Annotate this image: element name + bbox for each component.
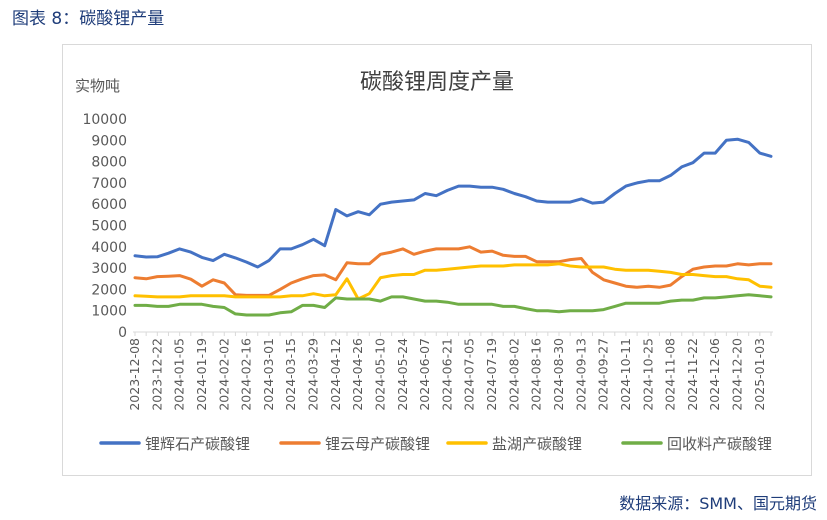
x-tick-label: 2024-01-19 [194, 338, 209, 411]
legend-label: 锂云母产碳酸锂 [325, 435, 430, 453]
x-tick-label: 2024-08-16 [529, 338, 544, 411]
y-tick-label: 9000 [91, 133, 127, 149]
y-tick-label: 10000 [82, 112, 127, 128]
x-tick-label: 2024-08-02 [506, 338, 521, 411]
x-tick-label: 2024-07-05 [462, 338, 477, 411]
x-tick-label: 2024-05-10 [372, 338, 387, 411]
x-tick-label: 2023-12-22 [149, 338, 164, 411]
x-tick-label: 2024-09-27 [596, 338, 611, 411]
y-tick-label: 3000 [91, 261, 127, 277]
x-tick-label: 2024-08-30 [551, 338, 566, 411]
x-tick-label: 2024-11-08 [663, 338, 678, 411]
x-tick-label: 2024-07-19 [484, 338, 499, 411]
x-tick-label: 2024-06-21 [439, 338, 454, 411]
y-tick-label: 4000 [91, 240, 127, 256]
legend: 锂辉石产碳酸锂 锂云母产碳酸锂 盐湖产碳酸锂 回收料产碳酸锂 [99, 435, 772, 453]
x-tick-label: 2024-02-02 [216, 338, 231, 411]
y-tick-label: 0 [118, 325, 127, 341]
y-tick-label: 2000 [91, 282, 127, 298]
x-tick-label: 2024-02-16 [239, 338, 254, 411]
x-tick-label: 2024-10-11 [618, 338, 633, 411]
chart-frame: 碳酸锂周度产量 实物吨 0 1000 2000 3000 4000 5000 6000 700… [62, 44, 812, 476]
series-line-3 [133, 262, 773, 301]
series-line-1 [133, 137, 773, 269]
x-tick-label: 2024-03-29 [306, 338, 321, 411]
x-tick-label: 2024-01-05 [172, 338, 187, 411]
x-tick-label: 2024-06-07 [417, 338, 432, 411]
series-line-2 [133, 245, 773, 297]
y-tick-label: 5000 [91, 219, 127, 235]
x-tick-label: 2024-04-26 [350, 338, 365, 411]
legend-label: 盐湖产碳酸锂 [492, 435, 582, 453]
x-tick-label: 2024-12-06 [707, 338, 722, 411]
x-tick-label: 2024-10-25 [640, 338, 655, 411]
y-tick-label: 6000 [91, 197, 127, 213]
chart-title: 碳酸锂周度产量 [360, 70, 514, 95]
x-tick-label: 2024-03-01 [261, 338, 276, 411]
x-tick-label: 2024-05-24 [395, 338, 410, 411]
y-tick-label: 7000 [91, 176, 127, 192]
x-tick-label: 2025-01-03 [752, 338, 767, 411]
x-tick-label: 2023-12-08 [127, 338, 142, 411]
x-tick-label: 2024-03-15 [283, 338, 298, 411]
x-tick-label: 2024-11-22 [685, 338, 700, 411]
x-tick-label: 2024-09-13 [573, 338, 588, 411]
line-chart: 碳酸锂周度产量 实物吨 0 1000 2000 3000 4000 5000 6000 700… [75, 70, 773, 453]
figure-caption: 图表 8：碳酸锂产量 [12, 9, 165, 29]
legend-label: 回收料产碳酸锂 [667, 435, 772, 453]
legend-label: 锂辉石产碳酸锂 [145, 435, 250, 453]
y-tick-label: 1000 [91, 304, 127, 320]
y-axis-unit-label: 实物吨 [75, 77, 120, 95]
x-tick-label: 2024-04-12 [328, 338, 343, 411]
x-tick-label: 2024-12-20 [730, 338, 745, 411]
series-line-4 [133, 293, 773, 317]
plot-area: 0 1000 2000 3000 4000 5000 6000 7000 8000 9000 100… [82, 112, 773, 411]
y-tick-label: 8000 [91, 155, 127, 171]
source-note: 数据来源：SMM、国元期货 [619, 494, 817, 513]
